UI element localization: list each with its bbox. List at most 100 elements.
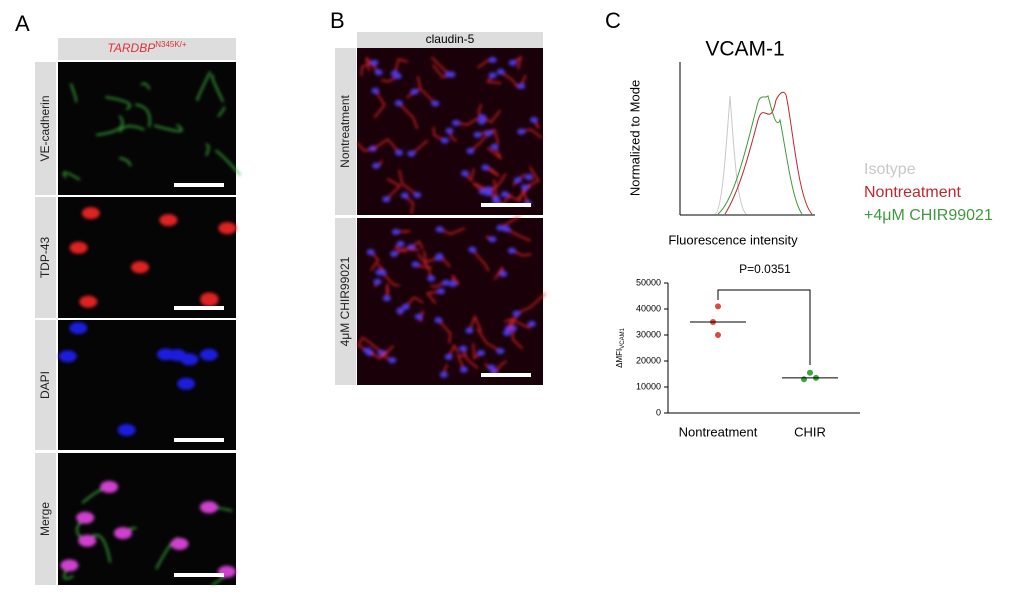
membrane [437, 319, 452, 344]
nucleus [490, 143, 499, 150]
nucleus [374, 69, 383, 76]
nucleus [492, 198, 501, 205]
membrane [394, 58, 409, 74]
nucleus [411, 261, 420, 268]
nucleus [440, 137, 449, 144]
data-point [801, 376, 807, 383]
nucleus [527, 320, 536, 327]
nucleus [476, 350, 485, 357]
histogram-title: VCAM-1 [705, 38, 784, 61]
header-text: TARDBPN345K/+ [107, 40, 186, 55]
nucleus [508, 59, 517, 66]
membrane [488, 173, 507, 194]
membrane [448, 343, 459, 358]
membrane [140, 82, 151, 90]
nucleus [465, 327, 474, 334]
membrane [500, 216, 520, 229]
nucleus [69, 322, 88, 335]
membrane [425, 290, 442, 305]
membrane [217, 106, 226, 117]
side-bar [35, 320, 56, 450]
nucleus [484, 130, 493, 137]
membrane [417, 76, 436, 105]
membrane [439, 227, 466, 235]
nucleus [487, 364, 496, 371]
nucleus [372, 162, 381, 169]
nucleus [396, 307, 405, 314]
row-label: DAPI [38, 371, 52, 399]
nucleus [481, 164, 490, 171]
membrane [520, 74, 527, 87]
row-label: TDP-43 [38, 237, 52, 279]
nucleus [517, 83, 526, 90]
nucleus [170, 537, 189, 550]
nucleus [117, 423, 136, 436]
nucleus [517, 128, 526, 135]
membrane [472, 182, 487, 193]
nucleus [466, 148, 475, 155]
nucleus [488, 72, 497, 79]
legend-entry: +4μM CHIR99021 [864, 207, 993, 224]
header-bar [58, 38, 236, 60]
nucleus [396, 240, 405, 247]
membrane [456, 354, 466, 370]
scale-bar [481, 373, 531, 377]
membrane [105, 96, 131, 110]
legend-entry: Isotype [864, 161, 916, 178]
nucleus [445, 127, 454, 134]
membrane [211, 74, 224, 103]
annotation: P=0.0351 [739, 262, 791, 276]
nucleus [370, 59, 379, 66]
membrane [404, 194, 414, 215]
nucleus [414, 313, 423, 320]
side-bar [35, 453, 56, 585]
membrane [431, 56, 450, 75]
cells [58, 322, 218, 436]
scale-bar [174, 183, 224, 187]
nucleus [58, 350, 77, 363]
header-bar [357, 32, 543, 48]
y-tick-label: 20000 [636, 355, 661, 365]
x-tick-label: Nontreatment [679, 424, 758, 439]
nucleus [388, 357, 397, 364]
membrane [504, 184, 532, 201]
y-axis-label: Normalized to Mode [627, 80, 642, 196]
nucleus [496, 68, 505, 75]
nucleus [382, 196, 391, 203]
nucleus [484, 190, 493, 197]
membrane [432, 126, 446, 142]
membrane [506, 228, 531, 242]
nucleus [500, 191, 509, 198]
side-bar [35, 197, 56, 318]
side-bar [35, 62, 56, 195]
nucleus [434, 317, 443, 324]
nucleus [373, 278, 382, 285]
membrane [393, 248, 420, 255]
nucleus [499, 271, 508, 278]
membrane [398, 169, 418, 196]
nucleus [131, 261, 150, 274]
membrane [62, 171, 81, 181]
membrane [196, 71, 211, 101]
membrane [370, 251, 380, 271]
y-tick-label: 10000 [636, 381, 661, 391]
y-tick-label: 0 [656, 407, 661, 417]
cells [69, 207, 237, 308]
y-tick-label: 40000 [636, 303, 661, 313]
membrane [518, 188, 529, 204]
nucleus [473, 131, 482, 138]
nucleus [218, 222, 237, 235]
y-tick-label: 50000 [636, 277, 661, 287]
nucleus [81, 207, 100, 220]
nucleus [436, 288, 445, 295]
nucleus [512, 310, 521, 317]
membrane [493, 179, 497, 199]
membrane [516, 292, 546, 315]
x-tick-label: CHIR [794, 424, 826, 439]
nucleus [199, 501, 218, 514]
nucleus [390, 250, 399, 257]
membrane [385, 178, 402, 200]
nucleus [113, 527, 132, 540]
nucleus [375, 269, 384, 276]
nucleus [478, 114, 487, 121]
